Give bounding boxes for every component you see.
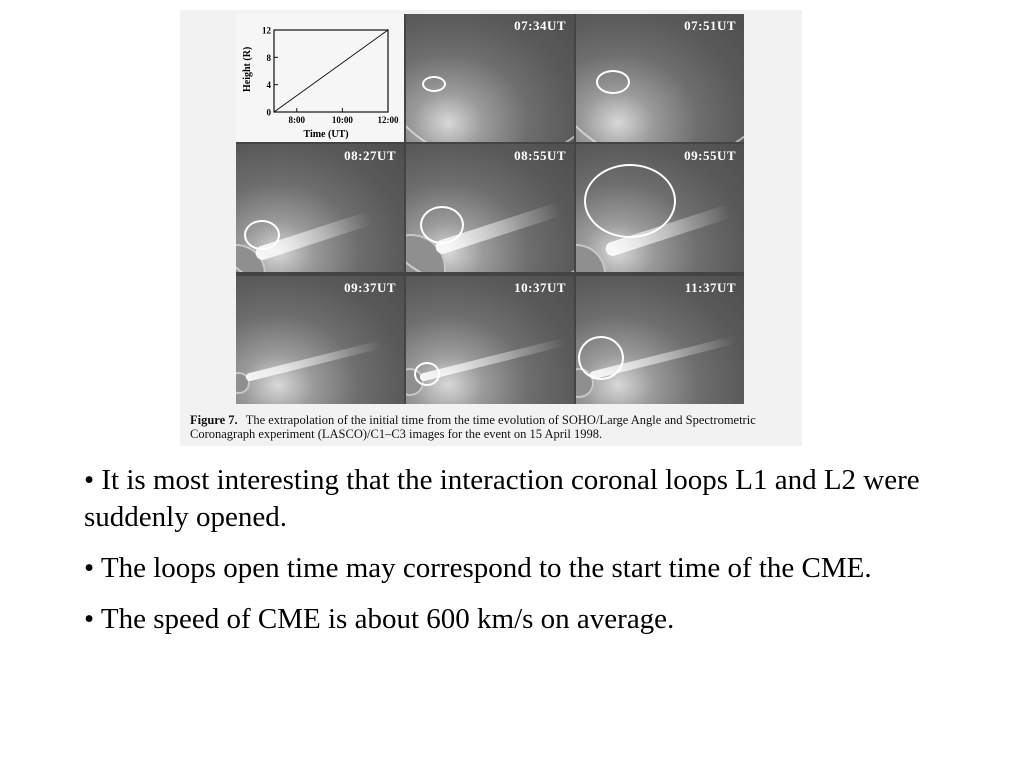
figure-caption: Figure 7. The extrapolation of the initia… — [190, 413, 800, 441]
coronagraph-panel-1: 07:34UT — [406, 14, 574, 142]
graph-y-label: Height (R) — [242, 47, 253, 92]
panel-time-label: 11:37UT — [684, 280, 736, 295]
coronagraph-panel-7: 10:37UT — [406, 276, 574, 404]
bullet-item: • It is most interesting that the intera… — [84, 464, 920, 533]
panel-time-label: 07:51UT — [684, 18, 736, 33]
coronagraph-panel-4: 08:55UT — [406, 144, 574, 272]
figure-caption-text: The extrapolation of the initial time fr… — [190, 413, 756, 441]
bullet-item: • The speed of CME is about 600 km/s on … — [84, 603, 675, 635]
height-time-graph: Height (R) Time (UT) 0 4 8 12 8:00 10:00 12:00 — [236, 14, 404, 142]
coronagraph-panel-5: 09:55UT — [576, 144, 744, 272]
y-tick-label: 4 — [267, 80, 272, 90]
figure-panel-grid: Height (R) Time (UT) 0 4 8 12 8:00 10:00 12:00… — [236, 14, 744, 404]
bullet-item: • The loops open time may correspond to … — [84, 552, 872, 584]
cme-loop-ring — [422, 76, 446, 92]
x-tick-label: 10:00 — [332, 115, 353, 125]
x-tick-label: 8:00 — [289, 115, 306, 125]
graph-frame — [273, 29, 389, 113]
cme-loop-ring — [596, 70, 630, 94]
coronagraph-panel-2: 07:51UT — [576, 14, 744, 142]
panel-time-label: 09:55UT — [684, 148, 736, 163]
panel-time-label: 09:37UT — [344, 280, 396, 295]
y-tick-label: 0 — [267, 108, 272, 118]
figure-image: Height (R) Time (UT) 0 4 8 12 8:00 10:00 12:00… — [180, 10, 802, 446]
x-tick-label: 12:00 — [378, 115, 399, 125]
height-time-line — [273, 29, 389, 113]
panel-time-label: 07:34UT — [514, 18, 566, 33]
height-time-chart: Height (R) Time (UT) 0 4 8 12 8:00 10:00 12:00 — [242, 26, 399, 141]
coronagraph-panel-3: 08:27UT — [236, 144, 404, 272]
y-tick-label: 8 — [267, 53, 272, 63]
panel-time-label: 10:37UT — [514, 280, 566, 295]
graph-x-label: Time (UT) — [303, 129, 348, 140]
y-tick-label: 12 — [262, 26, 272, 36]
coronagraph-panel-8: 11:37UT — [576, 276, 744, 404]
panel-time-label: 08:55UT — [514, 148, 566, 163]
bullet-list: • It is most interesting that the intera… — [84, 462, 944, 652]
figure-caption-label: Figure 7. — [190, 413, 238, 427]
coronagraph-panel-6: 09:37UT — [236, 276, 404, 404]
panel-time-label: 08:27UT — [344, 148, 396, 163]
